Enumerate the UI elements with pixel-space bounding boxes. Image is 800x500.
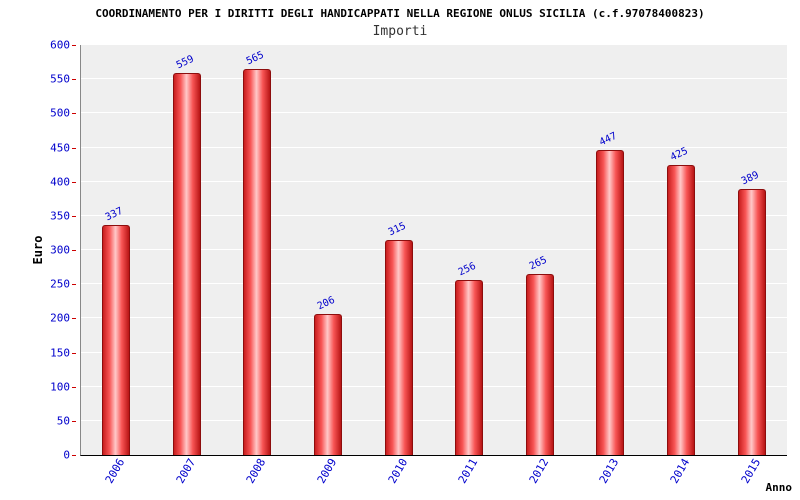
y-tick-label: 200 bbox=[50, 311, 70, 325]
bar: 265 bbox=[525, 255, 554, 455]
gridline bbox=[81, 249, 787, 250]
y-tick-label: 350 bbox=[50, 209, 70, 223]
x-slot: 2010 bbox=[362, 456, 433, 499]
bar: 389 bbox=[737, 170, 766, 455]
y-tick-mark bbox=[72, 181, 76, 183]
gridline bbox=[81, 419, 787, 421]
chart-subtitle: Importi bbox=[372, 24, 428, 39]
x-tick-label: 2008 bbox=[244, 456, 269, 486]
gridline bbox=[81, 78, 787, 80]
y-tick-mark bbox=[72, 250, 76, 251]
bar-slot: 315 bbox=[363, 45, 434, 455]
gridline bbox=[81, 146, 787, 148]
x-tick-label: 2011 bbox=[456, 456, 481, 486]
bar-value-label: 256 bbox=[456, 260, 478, 279]
x-axis: 2006 2007 2008 2009 2010 2011 2012 2013 2014 2015 bbox=[80, 456, 786, 499]
bar-slot: 447 bbox=[575, 45, 646, 455]
plot-area: 337 559 565 206 315 256 265 447 425 389 bbox=[80, 44, 787, 456]
bar-value-label: 265 bbox=[527, 254, 549, 273]
gridline bbox=[81, 180, 787, 182]
y-tick-mark bbox=[72, 352, 76, 354]
y-tick-label: 250 bbox=[50, 277, 70, 291]
bar-value-label: 389 bbox=[739, 169, 761, 188]
y-tick-mark bbox=[72, 79, 76, 81]
bar-slot: 389 bbox=[716, 45, 787, 455]
y-tick-label: 400 bbox=[50, 175, 70, 189]
x-tick-label: 2009 bbox=[314, 456, 340, 486]
y-tick-label: 500 bbox=[50, 106, 70, 120]
gridline bbox=[81, 112, 787, 114]
y-tick-label: 300 bbox=[50, 243, 70, 257]
x-tick-label: 2015 bbox=[738, 456, 763, 486]
bar-slot: 206 bbox=[293, 45, 364, 455]
y-tick-label: 100 bbox=[50, 380, 70, 394]
y-tick-label: 600 bbox=[50, 38, 70, 52]
bar-slot: 425 bbox=[646, 45, 717, 455]
bar-value-label: 559 bbox=[174, 53, 196, 72]
bar-value-label: 206 bbox=[315, 294, 337, 313]
y-tick-mark bbox=[72, 318, 76, 320]
x-axis-label: Anno bbox=[765, 481, 793, 494]
y-tick-mark bbox=[72, 284, 76, 286]
chart-title: COORDINAMENTO PER I DIRITTI DEGLI HANDIC… bbox=[95, 7, 705, 20]
y-tick-label: 50 bbox=[56, 414, 70, 428]
y-axis: 0 50 100 150 200 250 300 350 400 450 500 550 600 bbox=[0, 39, 76, 462]
y-tick-mark bbox=[72, 455, 76, 456]
y-tick-mark bbox=[72, 113, 76, 115]
bar: 337 bbox=[102, 205, 131, 455]
x-tick-label: 2010 bbox=[385, 456, 410, 486]
y-tick-label: 450 bbox=[50, 141, 70, 154]
bar: 565 bbox=[243, 50, 272, 455]
x-slot: 2006 bbox=[80, 456, 151, 499]
y-tick-mark bbox=[72, 147, 76, 149]
x-tick-label: 2014 bbox=[667, 456, 693, 486]
y-tick-mark bbox=[72, 420, 76, 422]
bar-slot: 265 bbox=[505, 45, 576, 455]
bar-slot: 337 bbox=[81, 45, 152, 455]
bar: 559 bbox=[172, 54, 201, 455]
x-slot: 2011 bbox=[433, 456, 504, 499]
x-ticks: 2006 2007 2008 2009 2010 2011 2012 2013 2014 2015 bbox=[80, 456, 786, 499]
x-slot: 2013 bbox=[574, 456, 645, 499]
bar-slot: 256 bbox=[434, 45, 505, 455]
gridline bbox=[81, 317, 787, 319]
x-slot: 2014 bbox=[645, 456, 716, 499]
gridline bbox=[81, 351, 787, 353]
bar-value-label: 425 bbox=[668, 145, 690, 163]
bar: 447 bbox=[596, 130, 625, 455]
x-slot: 2009 bbox=[292, 456, 363, 499]
bars-container: 337 559 565 206 315 256 265 447 425 389 bbox=[81, 45, 787, 455]
bar-slot: 559 bbox=[152, 45, 223, 455]
bar-value-label: 337 bbox=[103, 205, 126, 224]
bar-value-label: 565 bbox=[245, 49, 267, 68]
y-tick-label: 150 bbox=[50, 346, 70, 359]
bar: 206 bbox=[314, 295, 343, 455]
y-tick-label: 0 bbox=[63, 448, 70, 462]
x-slot: 2008 bbox=[221, 456, 292, 499]
x-tick-label: 2006 bbox=[103, 456, 128, 486]
gridline bbox=[81, 44, 787, 45]
x-tick-label: 2012 bbox=[526, 456, 552, 486]
y-tick-mark bbox=[72, 215, 76, 217]
gridline bbox=[81, 283, 787, 285]
gridline bbox=[81, 214, 787, 216]
y-tick-mark bbox=[72, 45, 76, 46]
bar-value-label: 315 bbox=[386, 220, 408, 239]
y-tick-label: 550 bbox=[50, 72, 70, 86]
bar-slot: 565 bbox=[222, 45, 293, 455]
y-axis-label: Euro bbox=[31, 235, 45, 265]
gridline bbox=[81, 385, 787, 387]
bar: 256 bbox=[455, 261, 484, 455]
bar: 425 bbox=[667, 145, 696, 455]
x-tick-label: 2013 bbox=[597, 456, 622, 486]
bar-value-label: 447 bbox=[598, 130, 620, 148]
x-slot: 2012 bbox=[504, 456, 575, 499]
x-tick-label: 2007 bbox=[173, 456, 199, 486]
bar: 315 bbox=[384, 220, 413, 455]
y-tick-mark bbox=[72, 386, 76, 388]
x-slot: 2007 bbox=[151, 456, 222, 499]
